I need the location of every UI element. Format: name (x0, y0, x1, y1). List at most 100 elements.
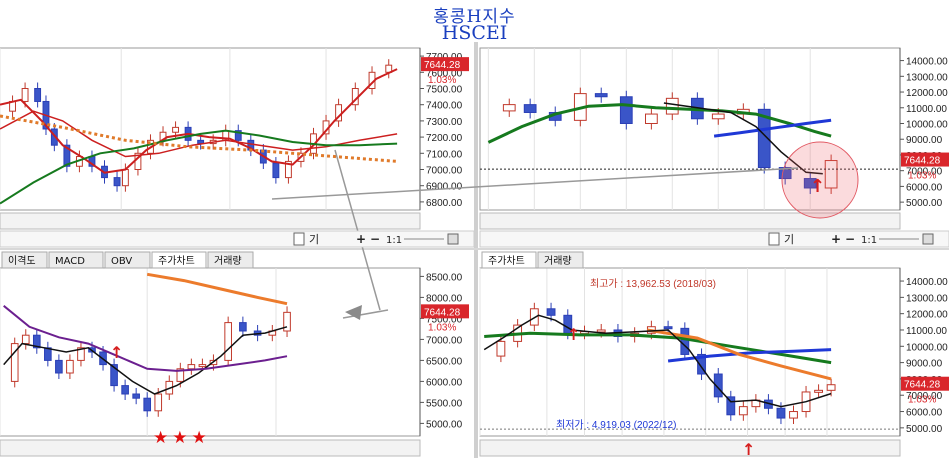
y-tick-label: 8000.00 (426, 293, 463, 304)
chart-toolbar: 기 + −1:1 (0, 230, 475, 248)
lowest-price-annotation: 최저가 : 4,919.03 (2022/12) (556, 419, 676, 431)
y-tick-label: 7000.00 (906, 391, 943, 402)
y-tick-label: 7400.00 (426, 101, 463, 112)
panel-weekly: 5000.00 5500.00 6000.00 6500.00 7000.00 7500.… (0, 267, 469, 457)
tab-label: 거래량 (214, 255, 242, 267)
candle-body (502, 104, 516, 112)
toolbar-gi-button[interactable]: 기 (784, 233, 794, 246)
tab-left-4[interactable] (207, 251, 254, 269)
zoom-in-button[interactable]: + (356, 232, 366, 246)
candle-body (50, 128, 58, 146)
y-tick-label: 7600.00 (426, 68, 463, 79)
price-change-label: 1.03% (428, 75, 456, 86)
connector-line (271, 167, 799, 200)
connector-line (334, 149, 381, 311)
y-tick-label: 6000.00 (906, 182, 943, 193)
toolbar-gi-button[interactable]: 기 (309, 233, 319, 246)
x-axis-band (0, 439, 421, 457)
zoom-out-button[interactable]: − (845, 232, 855, 246)
page-title-korean: 홍콩H지수 (433, 7, 516, 27)
highest-price-annotation: 최고가 : 13,962.53 (2018/03) (590, 278, 716, 290)
y-tick-label: 7500.00 (426, 314, 463, 325)
price-badge-label: 7644.28 (904, 156, 941, 167)
zoom-out-button[interactable]: − (370, 232, 380, 246)
plot-area (0, 47, 421, 211)
candle-body (726, 396, 736, 416)
y-tick-label: 6000.00 (426, 377, 463, 388)
star-markers: ★★★ (153, 428, 211, 448)
candle-body (776, 407, 786, 419)
candle-body (143, 397, 152, 412)
scale-label[interactable]: 1:1 (861, 235, 877, 246)
price-badge (421, 304, 469, 319)
candle-body (596, 329, 606, 333)
candle-body (619, 96, 633, 124)
panel-yearly: 5000.006000.007000.008000.009000.0010000… (479, 47, 949, 230)
connector-arrowhead (345, 305, 362, 320)
y-tick-label: 8500.00 (426, 272, 463, 283)
price-badge (901, 152, 949, 167)
tab-left-0[interactable] (1, 251, 48, 269)
tab-label: MACD (55, 256, 85, 267)
scroll-left-button[interactable] (293, 232, 305, 246)
candle-body (546, 308, 556, 316)
candle-body (10, 343, 19, 382)
y-tick-label: 9000.00 (906, 135, 943, 146)
candle-body (594, 93, 608, 98)
candle-body (32, 334, 41, 349)
zoom-in-button[interactable]: + (831, 232, 841, 246)
scroll-left-button[interactable] (768, 232, 780, 246)
y-tick-label: 11000.00 (906, 104, 947, 115)
candle-body (738, 406, 748, 416)
y-tick-label: 7100.00 (426, 149, 463, 160)
candle-body (789, 411, 798, 419)
series-ma-long (0, 129, 398, 205)
tab-left-2[interactable] (104, 251, 151, 269)
up-arrow-marker: ↑ (810, 176, 825, 197)
candle-body (77, 347, 85, 361)
y-tick-label: 12000.00 (906, 310, 948, 321)
candle-body (224, 322, 232, 361)
candle-body (176, 368, 185, 382)
y-tick-label: 14000.00 (906, 277, 948, 288)
price-badge (421, 57, 469, 72)
up-arrow-marker: ↑ (110, 343, 123, 362)
tab-right-0[interactable] (481, 251, 537, 269)
tab-label: 주가차트 (158, 255, 195, 267)
y-tick-label: 7200.00 (426, 133, 463, 144)
chart-toolbar: 기 + −1:1 (479, 230, 949, 248)
candle-body (113, 177, 121, 187)
panel-monthly: 5000.006000.007000.008000.009000.0010000… (479, 267, 949, 457)
candle-body (63, 144, 71, 167)
y-tick-label: 7000.00 (426, 335, 463, 346)
scale-label[interactable]: 1:1 (386, 235, 402, 246)
tab-left-3[interactable] (151, 251, 207, 269)
series-ma-blue (713, 118, 832, 138)
settings-button[interactable] (922, 233, 934, 245)
tab-right-1[interactable] (537, 251, 584, 269)
candle-body (665, 97, 679, 115)
horizontal-splitter[interactable] (0, 248, 949, 250)
candle-body (55, 359, 63, 374)
series-ma-orange (646, 328, 832, 381)
series-ma-mid (0, 110, 398, 158)
settings-button[interactable] (447, 233, 459, 245)
candle-body (121, 169, 129, 187)
y-tick-label: 7000.00 (906, 167, 943, 178)
candle-body (803, 178, 817, 189)
candle-body (121, 385, 129, 395)
y-tick-label: 7500.00 (426, 85, 463, 96)
series-ma-blue (667, 348, 832, 363)
y-tick-label: 13000.00 (906, 293, 948, 304)
x-axis-band (479, 212, 901, 230)
price-badge-label: 7644.28 (424, 60, 461, 71)
tab-label: 주가차트 (488, 255, 525, 267)
y-tick-label: 9000.00 (906, 359, 943, 370)
candle-body (239, 322, 247, 332)
candle-body (283, 311, 291, 332)
tab-left-1[interactable] (48, 251, 104, 269)
candle-body (110, 364, 118, 387)
candle-body (132, 393, 140, 399)
toolbar-background (0, 230, 475, 248)
